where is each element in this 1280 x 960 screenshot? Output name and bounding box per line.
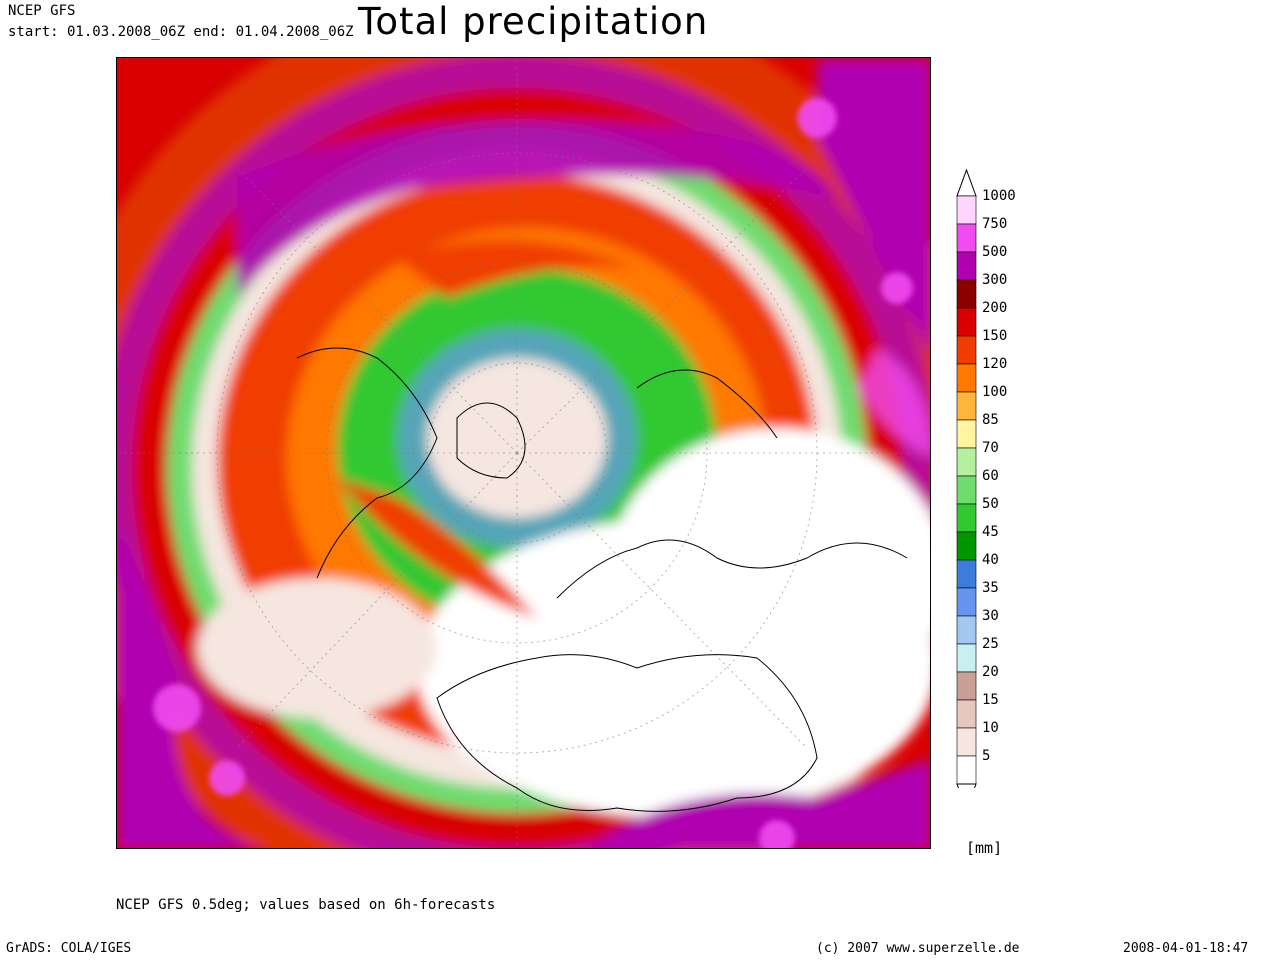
legend-label: 20: [982, 664, 999, 680]
legend-label: 30: [982, 608, 999, 624]
legend-colorbar: [956, 168, 977, 812]
legend-swatch: [956, 531, 977, 561]
legend-label: 70: [982, 440, 999, 456]
legend-swatch: [956, 755, 977, 785]
legend-swatch: [956, 559, 977, 589]
legend-label: 120: [982, 356, 1008, 372]
legend-swatch: [956, 335, 977, 365]
legend-label: 1000: [982, 188, 1016, 204]
legend-label: 60: [982, 468, 999, 484]
legend-label: 25: [982, 636, 999, 652]
legend-arrow-top: [956, 168, 977, 197]
legend-arrow-bottom: [956, 783, 977, 812]
legend-label: 35: [982, 580, 999, 596]
legend-swatch: [956, 391, 977, 421]
legend-swatch: [956, 251, 977, 281]
render-timestamp: 2008-04-01-18:47: [1123, 941, 1249, 956]
legend-label: 200: [982, 300, 1008, 316]
legend-swatch: [956, 363, 977, 393]
legend-swatch: [956, 195, 977, 225]
legend-swatch: [956, 419, 977, 449]
forecast-period: start: 01.03.2008_06Z end: 01.04.2008_06…: [8, 24, 354, 40]
legend-label: 50: [982, 496, 999, 512]
legend-swatch: [956, 727, 977, 757]
legend-label: 150: [982, 328, 1008, 344]
color-legend: [950, 168, 1070, 812]
legend-label: 100: [982, 384, 1008, 400]
legend-swatch: [956, 643, 977, 673]
legend-swatch: [956, 587, 977, 617]
legend-label: 5: [982, 748, 991, 764]
grads-credit: GrADS: COLA/IGES: [6, 941, 132, 956]
legend-swatch: [956, 615, 977, 645]
legend-label: 10: [982, 720, 999, 736]
legend-label: 85: [982, 412, 999, 428]
legend-label: 750: [982, 216, 1008, 232]
legend-label: 300: [982, 272, 1008, 288]
legend-swatch: [956, 699, 977, 729]
legend-swatch: [956, 671, 977, 701]
legend-swatch: [956, 223, 977, 253]
legend-label: 40: [982, 552, 999, 568]
legend-swatch: [956, 307, 977, 337]
legend-swatch: [956, 503, 977, 533]
model-name: NCEP GFS: [8, 3, 76, 19]
legend-swatch: [956, 447, 977, 477]
copyright-credit: (c) 2007 www.superzelle.de: [816, 941, 1020, 956]
legend-label: 45: [982, 524, 999, 540]
legend-swatch: [956, 475, 977, 505]
legend-label: 500: [982, 244, 1008, 260]
precipitation-map: [116, 57, 931, 849]
legend-unit: [mm]: [966, 839, 1003, 857]
map-title: Total precipitation: [358, 0, 709, 43]
polar-stereographic-field: [117, 58, 930, 848]
legend-label: 15: [982, 692, 999, 708]
legend-swatch: [956, 279, 977, 309]
model-footnote: NCEP GFS 0.5deg; values based on 6h-fore…: [116, 897, 496, 913]
